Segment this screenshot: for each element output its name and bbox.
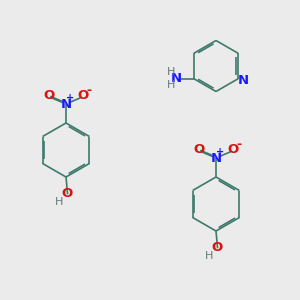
Text: H: H bbox=[55, 197, 63, 207]
Text: -: - bbox=[87, 84, 92, 97]
Text: H: H bbox=[205, 251, 213, 261]
Text: N: N bbox=[170, 72, 182, 85]
Text: +: + bbox=[216, 147, 224, 158]
Text: O: O bbox=[43, 89, 54, 103]
Text: H: H bbox=[167, 80, 175, 90]
Text: N: N bbox=[60, 98, 72, 111]
Text: O: O bbox=[62, 187, 73, 200]
Text: O: O bbox=[78, 89, 89, 103]
Text: N: N bbox=[210, 152, 222, 165]
Text: H: H bbox=[167, 67, 175, 77]
Text: O: O bbox=[193, 143, 204, 157]
Text: O: O bbox=[228, 143, 239, 157]
Text: O: O bbox=[212, 241, 223, 254]
Text: -: - bbox=[237, 138, 242, 151]
Text: N: N bbox=[238, 74, 249, 87]
Text: +: + bbox=[66, 93, 74, 103]
